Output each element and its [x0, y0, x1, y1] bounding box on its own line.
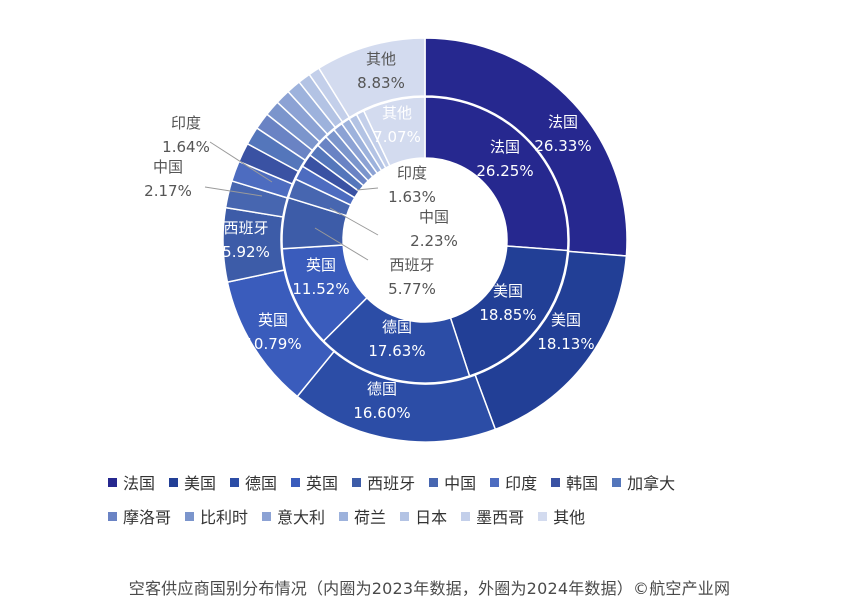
inner-label-pct-1: 18.85%: [479, 306, 536, 324]
legend-item-9: 摩洛哥: [108, 504, 171, 528]
legend-swatch-0: [108, 477, 117, 487]
outer-label-pct-5: 2.17%: [144, 182, 192, 200]
legend-label-14: 墨西哥: [476, 508, 525, 527]
legend-label-6: 印度: [505, 474, 538, 493]
legend-label-7: 韩国: [566, 474, 599, 493]
inner-ring: [281, 96, 569, 384]
leader-line-3: [329, 207, 379, 236]
outer-label-name-4: 西班牙: [223, 219, 268, 237]
legend-swatch-5: [429, 477, 439, 487]
legend-label-8: 加拿大: [627, 474, 676, 493]
legend-label-15: 其他: [553, 508, 586, 527]
legend-item-14: 墨西哥: [461, 504, 524, 528]
legend-item-7: 韩国: [551, 470, 598, 494]
legend-label-3: 英国: [306, 474, 339, 493]
inner-label-pct-5: 2.23%: [410, 232, 458, 250]
inner-label-name-3: 英国: [306, 256, 336, 274]
inner-label-name-1: 美国: [493, 282, 523, 300]
legend-swatch-1: [169, 477, 179, 487]
legend-swatch-4: [352, 477, 362, 487]
inner-label-name-5: 中国: [419, 208, 449, 226]
inner-label-name-7: 其他: [382, 104, 412, 122]
legend-swatch-10: [185, 511, 195, 521]
legend-label-12: 荷兰: [354, 508, 387, 527]
legend-label-4: 西班牙: [367, 474, 416, 493]
legend-item-12: 荷兰: [339, 504, 386, 528]
inner-label-name-4: 西班牙: [389, 256, 434, 274]
outer-label-name-0: 法国: [548, 113, 578, 131]
legend-swatch-7: [551, 477, 561, 487]
inner-label-pct-0: 26.25%: [476, 162, 533, 180]
inner-label-name-0: 法国: [490, 138, 520, 156]
legend-item-11: 意大利: [262, 504, 325, 528]
legend-label-1: 美国: [184, 474, 217, 493]
outer-label-name-2: 德国: [367, 380, 397, 398]
leader-line-1: [204, 186, 263, 197]
legend-item-1: 美国: [169, 470, 216, 494]
legend-item-3: 英国: [291, 470, 338, 494]
outer-ring: [222, 37, 628, 443]
inner-label-name-6: 印度: [397, 164, 427, 182]
legend-swatch-6: [490, 477, 500, 487]
legend-label-5: 中国: [444, 474, 477, 493]
outer-label-pct-6: 1.64%: [162, 138, 210, 156]
outer-label-name-7: 其他: [366, 50, 396, 68]
inner-label-pct-2: 17.63%: [368, 342, 425, 360]
legend-item-5: 中国: [429, 470, 476, 494]
legend-label-11: 意大利: [277, 508, 326, 527]
inner-label-pct-6: 1.63%: [388, 188, 436, 206]
outer-label-name-6: 印度: [171, 114, 201, 132]
outer-slice-0: [424, 37, 628, 257]
outer-slice-15: [317, 37, 426, 119]
inner-label-pct-4: 5.77%: [388, 280, 436, 298]
legend-item-8: 加拿大: [612, 470, 675, 494]
legend-item-4: 西班牙: [352, 470, 415, 494]
legend-label-13: 日本: [415, 508, 448, 527]
inner-label-pct-7: 7.07%: [373, 128, 421, 146]
legend-item-0: 法国: [108, 470, 155, 494]
outer-label-pct-2: 16.60%: [353, 404, 410, 422]
legend-swatch-8: [612, 477, 622, 487]
legend-item-6: 印度: [490, 470, 537, 494]
legend-swatch-3: [291, 477, 301, 487]
legend-label-9: 摩洛哥: [123, 508, 172, 527]
inner-slice-15: [362, 96, 426, 167]
outer-label-name-5: 中国: [153, 158, 183, 176]
legend-swatch-13: [400, 511, 410, 521]
outer-label-name-3: 英国: [258, 311, 288, 329]
leader-line-4: [314, 227, 369, 261]
inner-slice-0: [424, 96, 569, 252]
legend-swatch-14: [461, 511, 471, 521]
legend-item-15: 其他: [538, 504, 585, 528]
legend-swatch-9: [108, 511, 117, 521]
outer-label-pct-7: 8.83%: [357, 74, 405, 92]
leader-lines: [204, 141, 379, 261]
chart-caption: 空客供应商国别分布情况（内圈为2023年数据，外圈为2024年数据）©航空产业网: [128, 579, 731, 598]
legend-swatch-15: [538, 511, 548, 521]
legend-label-2: 德国: [245, 474, 278, 493]
legend-label-10: 比利时: [200, 508, 249, 527]
outer-label-pct-4: 5.92%: [222, 243, 270, 261]
legend-item-10: 比利时: [185, 504, 248, 528]
legend: 法国 美国 德国 英国 西班牙 中国 印度 韩国 加拿大摩洛哥 比利时 意大利 荷兰 日本 墨西哥 其他: [108, 470, 748, 528]
inner-label-pct-3: 11.52%: [292, 280, 349, 298]
legend-swatch-12: [339, 511, 349, 521]
outer-label-pct-3: 10.79%: [244, 335, 301, 353]
outer-label-pct-1: 18.13%: [537, 335, 594, 353]
legend-item-2: 德国: [230, 470, 277, 494]
legend-swatch-11: [262, 511, 272, 521]
data-labels: 法国26.25%美国18.85%德国17.63%英国11.52%西班牙5.77%…: [144, 50, 594, 422]
legend-item-13: 日本: [400, 504, 447, 528]
outer-label-name-1: 美国: [551, 311, 581, 329]
donut-chart: 法国26.25%美国18.85%德国17.63%英国11.52%西班牙5.77%…: [144, 37, 628, 443]
legend-swatch-2: [230, 477, 240, 487]
leader-line-0: [209, 141, 273, 183]
outer-label-pct-0: 26.33%: [534, 137, 591, 155]
legend-label-0: 法国: [123, 474, 156, 493]
leader-line-2: [356, 187, 379, 191]
inner-label-name-2: 德国: [382, 318, 412, 336]
